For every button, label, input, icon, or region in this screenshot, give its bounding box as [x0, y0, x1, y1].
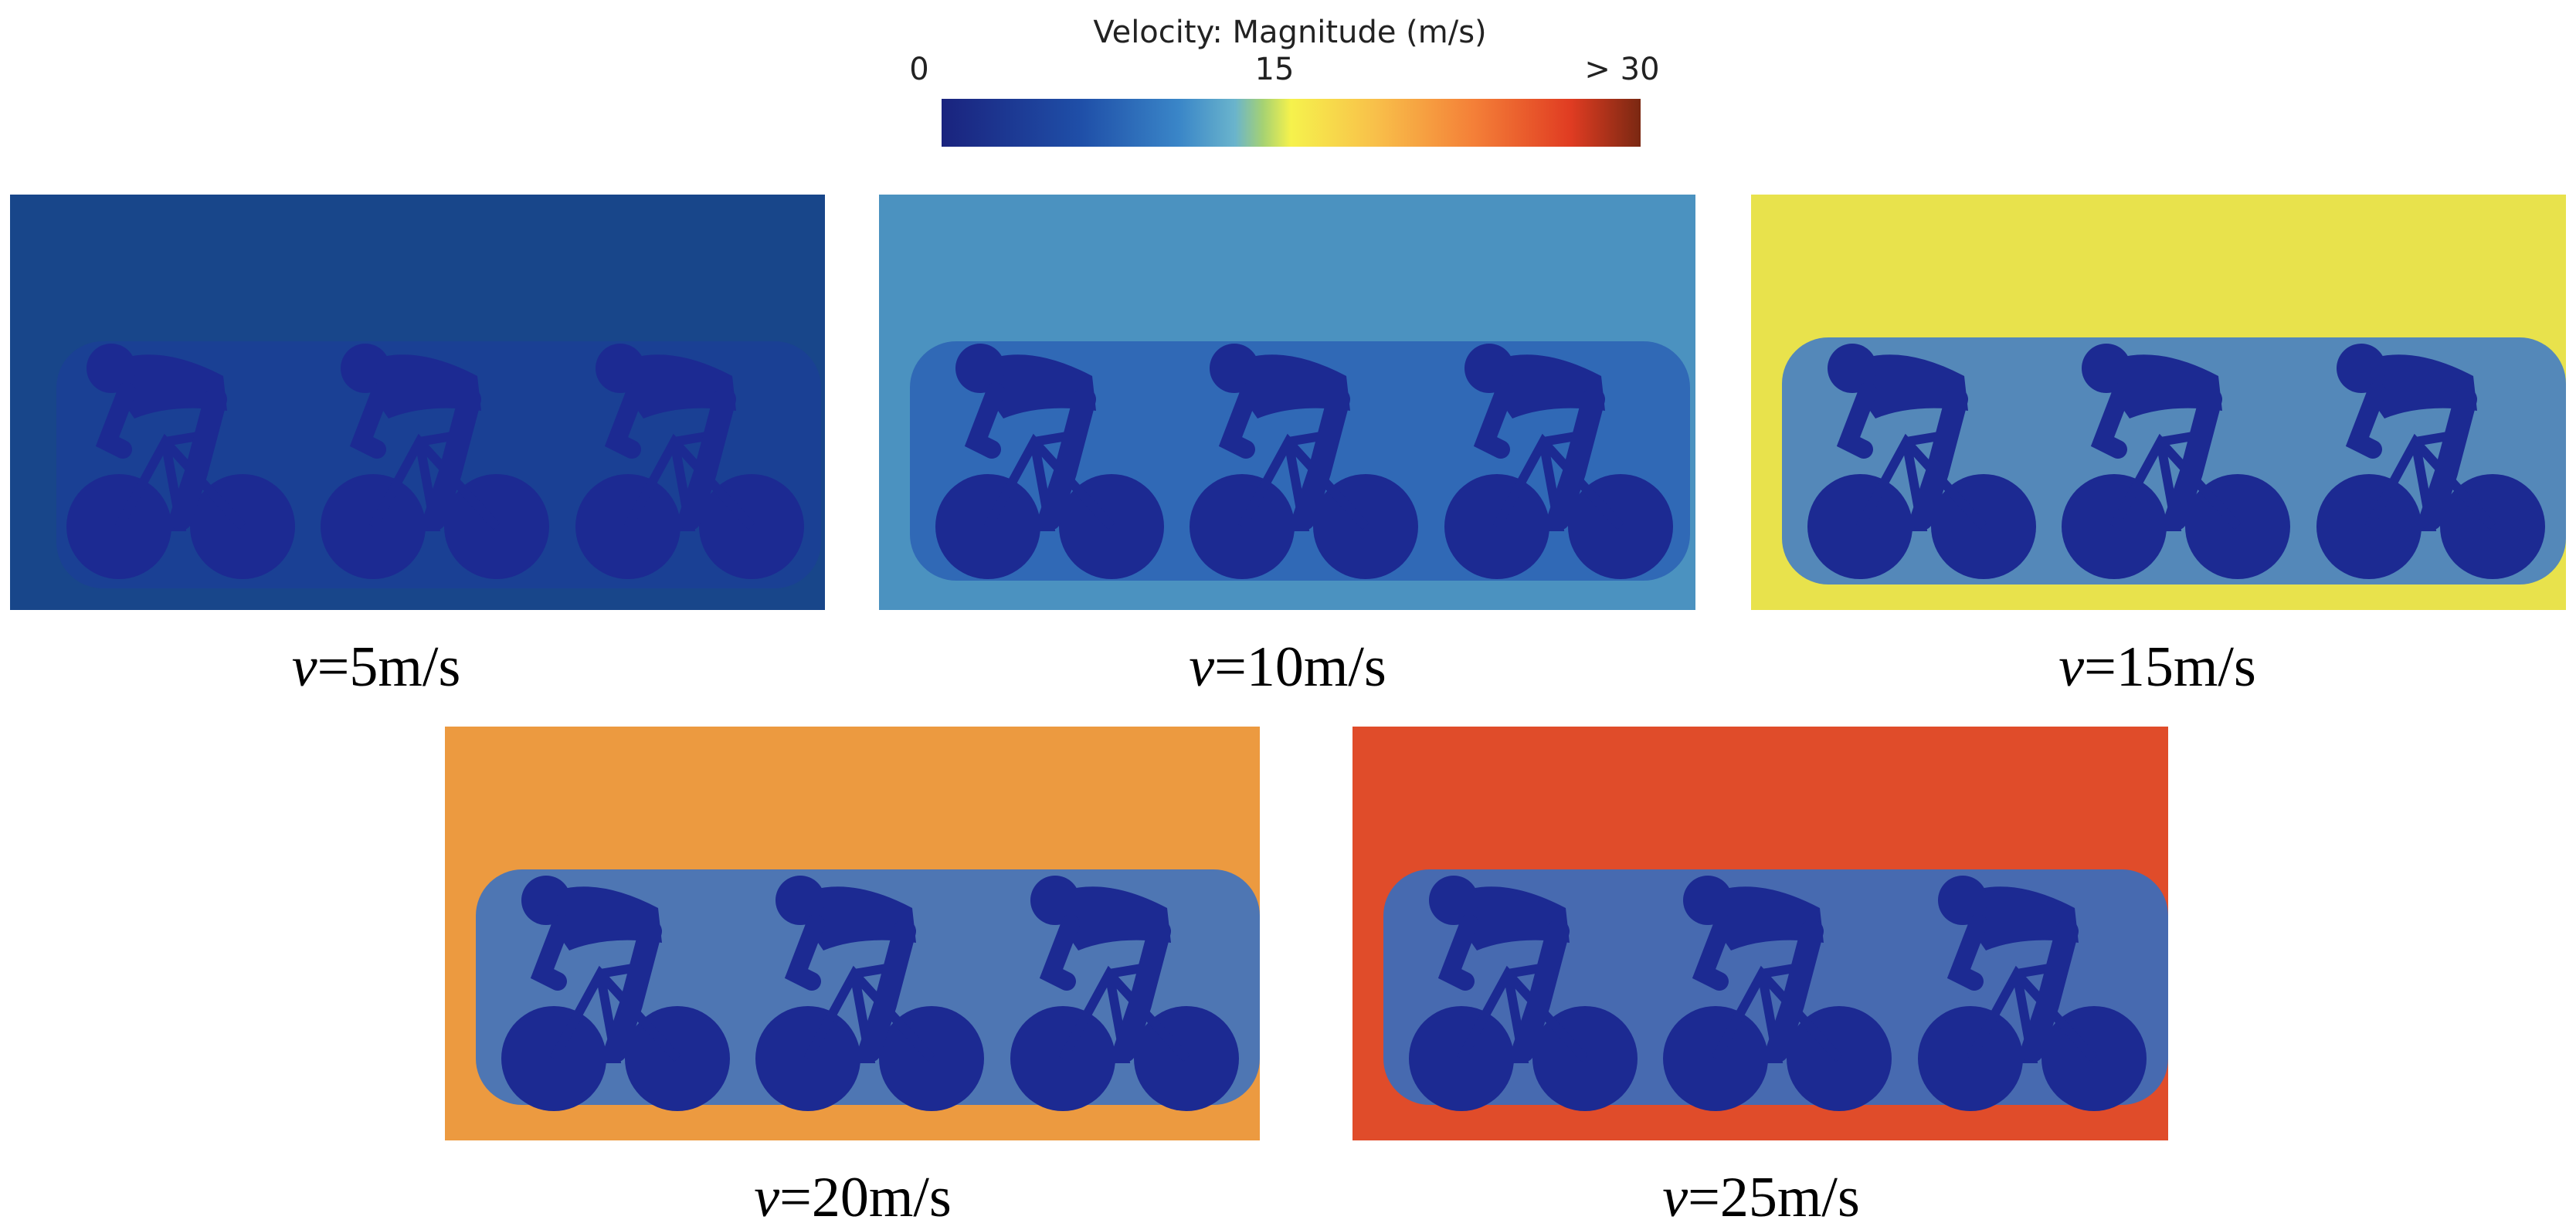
- caption-label: =10m/s: [1214, 635, 1386, 699]
- panel: [445, 727, 1260, 1140]
- caption-symbol: v: [2058, 635, 2084, 699]
- colorbar-tick: 0: [909, 52, 928, 87]
- colorbar-tick: > 30: [1584, 52, 1659, 87]
- caption: v=20m/s: [754, 1166, 952, 1229]
- caption-symbol: v: [1662, 1166, 1688, 1229]
- caption-symbol: v: [1189, 635, 1214, 699]
- caption: v=15m/s: [2058, 635, 2256, 699]
- caption-label: =25m/s: [1688, 1166, 1860, 1229]
- caption-symbol: v: [754, 1166, 779, 1229]
- caption-label: =15m/s: [2084, 635, 2256, 699]
- caption: v=25m/s: [1662, 1166, 1860, 1229]
- caption-symbol: v: [292, 635, 317, 699]
- panel: [1751, 195, 2566, 610]
- panel: [1352, 727, 2168, 1140]
- panel: [879, 195, 1695, 610]
- caption-label: =5m/s: [317, 635, 461, 699]
- colorbar-title: Velocity: Magnitude (m/s): [1093, 15, 1486, 50]
- colorbar: [942, 99, 1641, 147]
- caption: v=5m/s: [292, 635, 461, 699]
- caption-label: =20m/s: [779, 1166, 952, 1229]
- caption: v=10m/s: [1189, 635, 1386, 699]
- panel: [10, 195, 825, 610]
- colorbar-tick: 15: [1255, 52, 1295, 87]
